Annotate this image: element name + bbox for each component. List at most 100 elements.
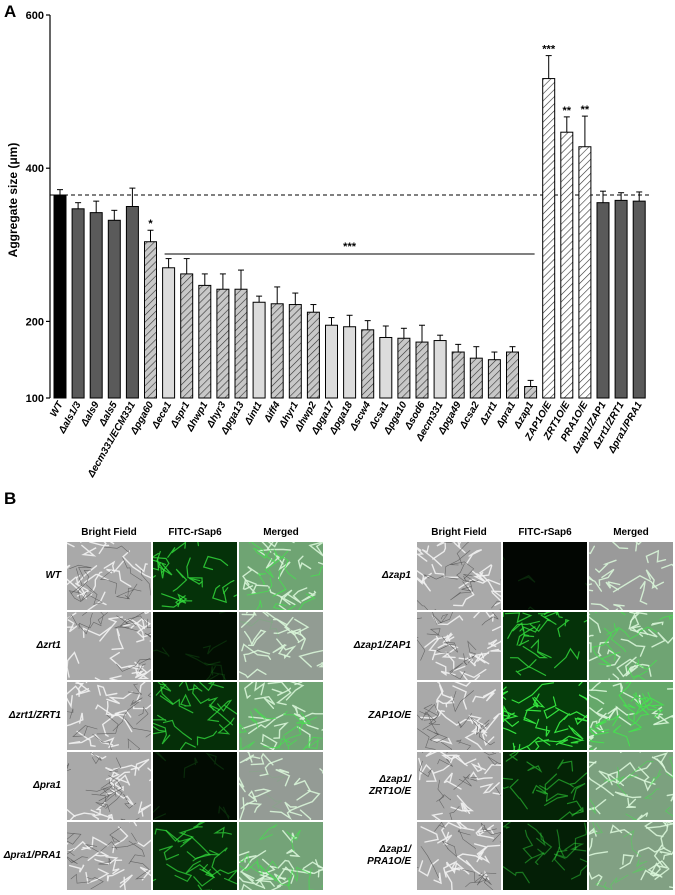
hyphae-stroke bbox=[253, 708, 277, 720]
hyphae-stroke bbox=[435, 661, 456, 677]
hyphae-stroke bbox=[465, 874, 484, 888]
hyphae-stroke bbox=[526, 761, 543, 773]
x-tick-label: Δals9 bbox=[79, 400, 102, 429]
hyphae-stroke bbox=[243, 649, 271, 663]
hyphae-stroke bbox=[610, 874, 629, 890]
row-label: Δpra1 bbox=[33, 780, 61, 791]
hyphae-stroke bbox=[254, 695, 276, 709]
merged-image bbox=[589, 822, 673, 890]
bar bbox=[343, 326, 357, 399]
hyphae-stroke bbox=[470, 762, 486, 773]
hyphae-stroke bbox=[239, 850, 267, 879]
hyphae-stroke bbox=[80, 589, 94, 602]
y-tick-label: 100 bbox=[26, 393, 44, 405]
bright-field-image bbox=[67, 682, 151, 750]
hyphae-stroke bbox=[147, 767, 151, 772]
hyphae-stroke bbox=[503, 822, 512, 829]
hyphae-stroke bbox=[132, 704, 151, 710]
hyphae-stroke bbox=[437, 709, 480, 726]
bar bbox=[252, 301, 266, 399]
hyphae-stroke bbox=[481, 714, 499, 746]
hyphae-stroke bbox=[298, 649, 323, 668]
x-tick-label: WT bbox=[48, 399, 66, 419]
fluorescence-image bbox=[503, 752, 587, 820]
fluorescence-image bbox=[153, 682, 237, 750]
hyphae-stroke bbox=[436, 682, 444, 703]
hyphae-stroke bbox=[589, 613, 601, 634]
hyphae-stroke bbox=[551, 829, 561, 862]
hyphae-stroke bbox=[293, 713, 319, 730]
hyphae-stroke bbox=[269, 809, 292, 820]
hyphae-stroke bbox=[146, 618, 151, 637]
hyphae-stroke bbox=[432, 542, 447, 560]
hyphae-stroke bbox=[456, 853, 483, 867]
hyphae-stroke bbox=[98, 857, 112, 865]
hyphae-stroke bbox=[177, 593, 193, 605]
hyphae-stroke bbox=[123, 793, 137, 809]
hyphae-stroke bbox=[627, 713, 643, 733]
hyphae-stroke bbox=[100, 780, 117, 797]
hyphae-stroke bbox=[436, 542, 462, 548]
hyphae-stroke bbox=[81, 544, 97, 557]
hyphae-stroke bbox=[472, 689, 497, 703]
hyphae-stroke bbox=[172, 568, 188, 592]
hyphae-stroke bbox=[239, 855, 257, 864]
hyphae-stroke bbox=[242, 579, 257, 590]
hyphae-stroke bbox=[258, 865, 291, 887]
hyphae-stroke bbox=[264, 549, 277, 564]
hyphae-stroke bbox=[589, 760, 614, 797]
hyphae-stroke bbox=[180, 741, 196, 750]
hyphae-stroke bbox=[543, 696, 559, 720]
hyphae-stroke bbox=[153, 552, 170, 574]
hyphae-stroke bbox=[137, 668, 151, 680]
hyphae-stroke bbox=[623, 703, 636, 722]
hyphae-stroke bbox=[87, 850, 110, 861]
hyphae-stroke bbox=[242, 864, 266, 876]
hyphae-stroke bbox=[543, 612, 563, 625]
hyphae-stroke bbox=[272, 643, 291, 658]
hyphae-stroke bbox=[250, 752, 274, 766]
hyphae-stroke bbox=[446, 861, 470, 875]
hyphae-stroke bbox=[147, 692, 151, 698]
bar bbox=[216, 288, 230, 399]
hyphae-stroke bbox=[273, 721, 289, 739]
hyphae-stroke bbox=[467, 640, 477, 664]
hyphae-stroke bbox=[165, 829, 192, 848]
hyphae-stroke bbox=[618, 682, 632, 706]
hyphae-stroke bbox=[219, 612, 237, 614]
hyphae-stroke bbox=[72, 725, 98, 737]
bright-field-image bbox=[67, 752, 151, 820]
hyphae-stroke bbox=[271, 687, 292, 697]
hyphae-stroke bbox=[449, 806, 460, 820]
hyphae-stroke bbox=[417, 728, 436, 750]
hyphae-stroke bbox=[590, 603, 618, 610]
hyphae-stroke bbox=[217, 699, 233, 712]
bar bbox=[397, 337, 411, 399]
hyphae-stroke bbox=[99, 570, 117, 594]
hyphae-stroke bbox=[625, 813, 638, 820]
hyphae-stroke bbox=[268, 615, 279, 638]
hyphae-stroke bbox=[296, 712, 312, 732]
hyphae-stroke bbox=[479, 877, 492, 886]
hyphae-stroke bbox=[86, 877, 104, 890]
hyphae-stroke bbox=[153, 575, 156, 578]
bar bbox=[506, 351, 519, 399]
hyphae-stroke bbox=[504, 612, 533, 624]
hyphae-stroke bbox=[153, 725, 167, 735]
column-header: FITC-rSap6 bbox=[168, 527, 222, 538]
hyphae-stroke bbox=[100, 737, 119, 749]
fluorescence-glow bbox=[503, 822, 587, 890]
hyphae-stroke bbox=[224, 705, 237, 716]
hyphae-stroke bbox=[612, 724, 631, 747]
hyphae-stroke bbox=[522, 829, 534, 859]
hyphae-stroke bbox=[653, 714, 673, 725]
hyphae-stroke bbox=[113, 774, 131, 786]
hyphae-stroke bbox=[507, 620, 540, 639]
hyphae-stroke bbox=[423, 703, 440, 721]
hyphae-stroke bbox=[635, 691, 653, 716]
fluorescence-image bbox=[153, 542, 237, 610]
hyphae-stroke bbox=[535, 773, 558, 795]
hyphae-stroke bbox=[128, 840, 145, 865]
hyphae-stroke bbox=[111, 628, 125, 650]
hyphae-stroke bbox=[96, 684, 118, 697]
